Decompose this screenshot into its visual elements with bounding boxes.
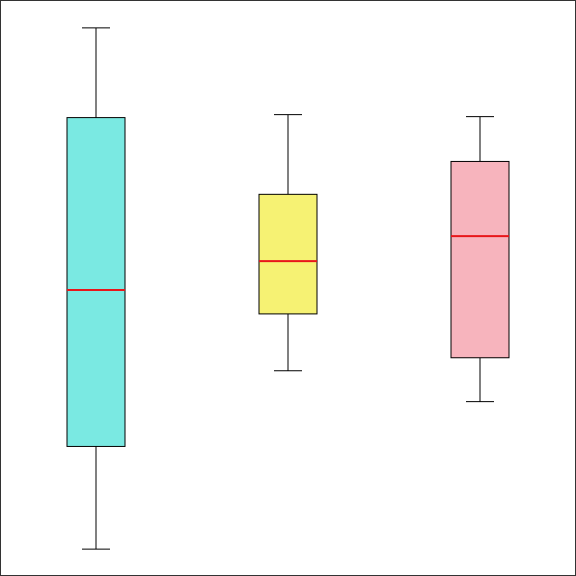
box-1-iqr xyxy=(66,117,126,447)
box-3-iqr xyxy=(450,160,510,359)
box-2-iqr xyxy=(258,193,318,315)
